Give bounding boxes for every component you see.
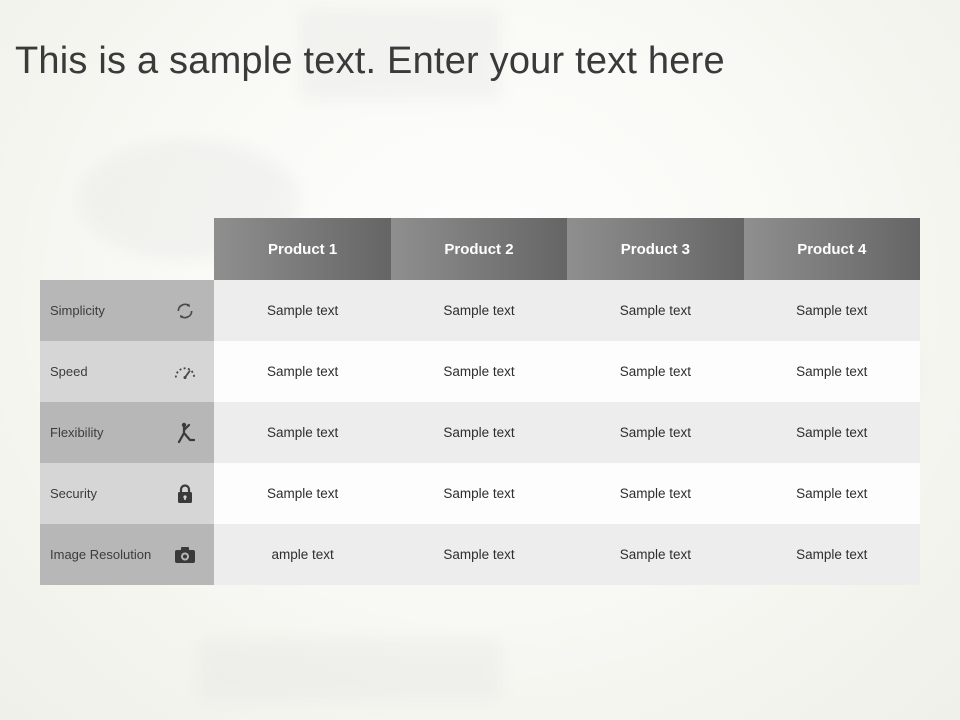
comparison-table: Product 1 Product 2 Product 3 Product 4 …	[40, 218, 920, 585]
cell: Sample text	[391, 463, 567, 524]
table-row: Speed Sample text Sample text Sample tex…	[40, 341, 920, 402]
cell: Sample text	[214, 463, 390, 524]
feature-simplicity: Simplicity	[40, 280, 214, 341]
feature-flexibility: Flexibility	[40, 402, 214, 463]
header-product-3: Product 3	[567, 218, 743, 280]
page-title: This is a sample text. Enter your text h…	[15, 40, 725, 83]
cell: Sample text	[567, 280, 743, 341]
feature-image-resolution: Image Resolution	[40, 524, 214, 585]
cell: Sample text	[214, 341, 390, 402]
cell: Sample text	[567, 463, 743, 524]
cell: Sample text	[214, 402, 390, 463]
feature-label: Simplicity	[50, 303, 105, 318]
table-row: Image Resolution ample text Sample text …	[40, 524, 920, 585]
cell: Sample text	[567, 524, 743, 585]
cell: ample text	[214, 524, 390, 585]
cell: Sample text	[744, 341, 920, 402]
gauge-icon	[174, 361, 196, 383]
cell: Sample text	[744, 524, 920, 585]
cell: Sample text	[391, 341, 567, 402]
cell: Sample text	[567, 341, 743, 402]
feature-security: Security	[40, 463, 214, 524]
table-header-row: Product 1 Product 2 Product 3 Product 4	[40, 218, 920, 280]
cycle-icon	[174, 300, 196, 322]
cell: Sample text	[391, 402, 567, 463]
table-row: Security Sample text Sample text Sample …	[40, 463, 920, 524]
header-blank	[40, 218, 214, 280]
cell: Sample text	[567, 402, 743, 463]
cell: Sample text	[214, 280, 390, 341]
cell: Sample text	[391, 524, 567, 585]
header-product-4: Product 4	[744, 218, 920, 280]
header-product-1: Product 1	[214, 218, 390, 280]
table-row: Simplicity Sample text Sample text Sampl…	[40, 280, 920, 341]
feature-label: Flexibility	[50, 425, 103, 440]
table-row: Flexibility Sample text Sample text Samp…	[40, 402, 920, 463]
bg-blob	[200, 640, 500, 700]
feature-label: Image Resolution	[50, 547, 151, 562]
feature-label: Security	[50, 486, 97, 501]
lock-icon	[174, 483, 196, 505]
stretch-icon	[174, 422, 196, 444]
feature-speed: Speed	[40, 341, 214, 402]
feature-label: Speed	[50, 364, 88, 379]
header-product-2: Product 2	[391, 218, 567, 280]
cell: Sample text	[744, 402, 920, 463]
cell: Sample text	[744, 463, 920, 524]
cell: Sample text	[744, 280, 920, 341]
camera-icon	[174, 544, 196, 566]
cell: Sample text	[391, 280, 567, 341]
